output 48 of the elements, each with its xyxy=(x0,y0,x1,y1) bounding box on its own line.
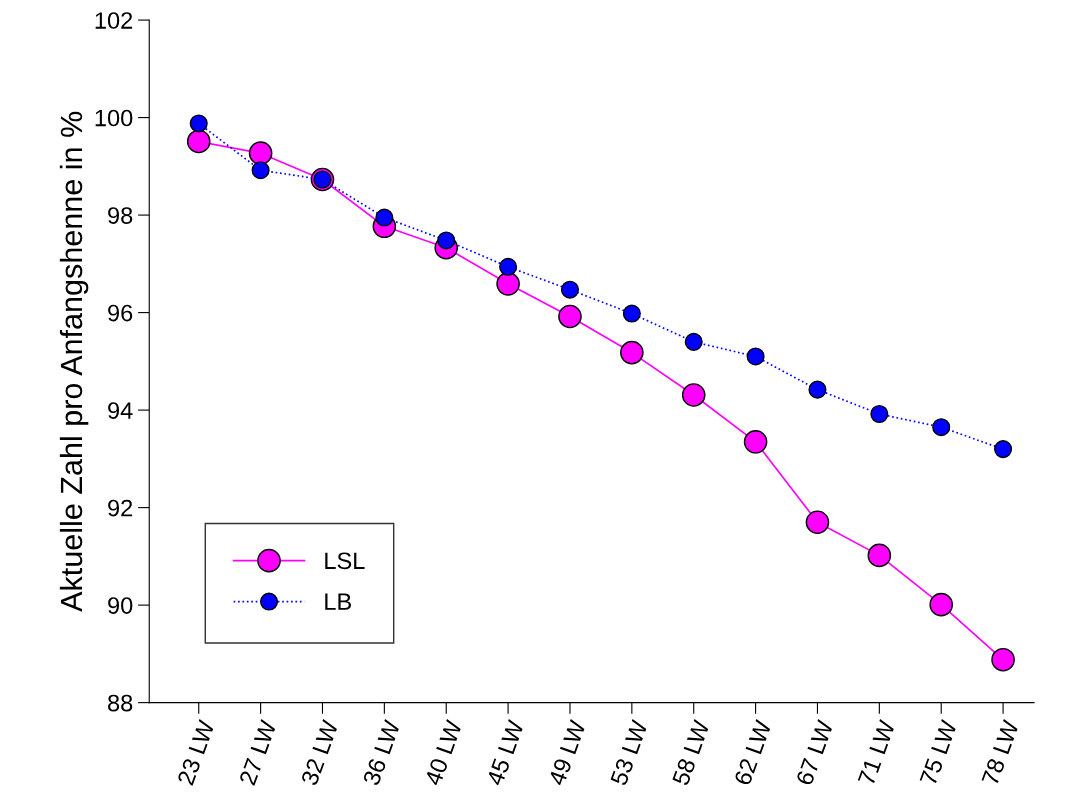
y-tick-label: 96 xyxy=(108,304,133,322)
x-tick-label: 78 LW xyxy=(981,718,1020,786)
point xyxy=(681,383,706,407)
point xyxy=(932,418,951,437)
y-tick-label: 100 xyxy=(95,109,133,127)
point xyxy=(805,510,830,535)
x-tick-label: 58 LW xyxy=(671,718,710,787)
y-tick-label: 102 xyxy=(95,12,133,29)
point xyxy=(743,429,768,454)
y-tick-label: 90 xyxy=(108,597,133,614)
point xyxy=(746,347,765,366)
x-tick-label: 45 LW xyxy=(486,718,525,787)
y-tick-label: 92 xyxy=(108,499,133,517)
point xyxy=(929,592,954,617)
x-tick-label: 32 LW xyxy=(300,718,339,787)
point xyxy=(248,141,273,165)
point xyxy=(867,543,892,568)
point xyxy=(496,272,520,296)
x-tick-label: 53 LW xyxy=(610,718,649,787)
point xyxy=(994,440,1013,459)
point xyxy=(622,304,641,323)
y-tick-label: 88 xyxy=(108,694,133,712)
point xyxy=(251,161,270,180)
x-tick-label: 75 LW xyxy=(919,718,958,786)
y-tick-label: 98 xyxy=(108,207,133,224)
legend-label: LB xyxy=(325,593,351,610)
point xyxy=(870,404,889,424)
point xyxy=(558,304,582,329)
point xyxy=(991,647,1015,672)
point xyxy=(189,114,208,133)
point xyxy=(375,208,394,227)
x-tick-label: 67 LW xyxy=(795,718,834,786)
x-tick-label: 23 LW xyxy=(176,718,216,786)
point xyxy=(186,129,211,154)
x-tick-label: 71 LW xyxy=(857,718,896,786)
point xyxy=(499,257,518,276)
point xyxy=(684,332,703,351)
y-axis-title: Aktuelle Zahl pro Anfangshenne in % xyxy=(59,111,89,612)
x-tick-label: 49 LW xyxy=(548,718,587,787)
legend-label: LSL xyxy=(325,552,365,570)
x-tick-label: 40 LW xyxy=(424,718,463,787)
point xyxy=(620,340,644,365)
x-tick-label: 27 LW xyxy=(238,718,277,786)
x-tick-label: 36 LW xyxy=(362,718,401,787)
y-tick-label: 94 xyxy=(108,402,133,419)
point xyxy=(560,280,580,299)
x-tick-label: 62 LW xyxy=(733,718,772,786)
point xyxy=(808,380,827,399)
